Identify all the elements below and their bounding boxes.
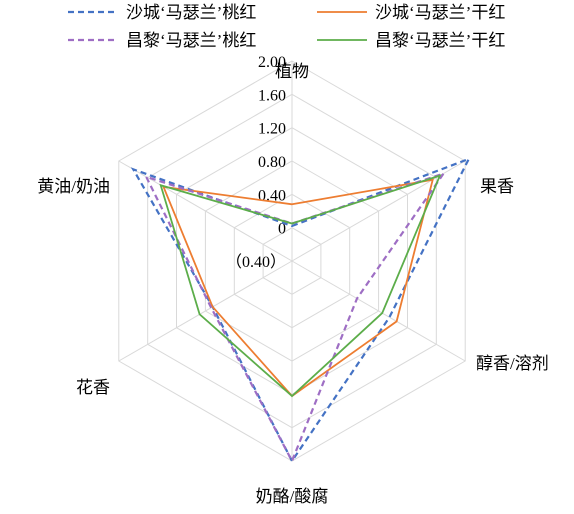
- grid: [118, 60, 466, 462]
- radial-tick-labels: 2.001.601.200.800.400（0.40）: [226, 54, 286, 271]
- tick-label: （0.40）: [226, 253, 286, 271]
- axis-label: 果香: [480, 177, 514, 196]
- axis-label: 奶酪/酸腐: [256, 487, 329, 506]
- series-line-3: [159, 174, 442, 398]
- legend-label-3: 昌黎‘马瑟兰’干红: [375, 31, 505, 50]
- tick-label: 1.60: [258, 87, 286, 104]
- legend-label-2: 昌黎‘马瑟兰’桃红: [126, 31, 256, 50]
- tick-label: 2.00: [258, 54, 286, 71]
- spoke-4: [118, 260, 293, 362]
- spoke-2: [291, 260, 466, 362]
- tick-label: 0: [278, 221, 286, 238]
- series-line-0: [130, 156, 472, 464]
- axis-label: 醇香/溶剂: [476, 354, 549, 373]
- tick-label: 1.20: [258, 121, 286, 138]
- axis-label: 花香: [76, 378, 110, 397]
- axis-label: 植物: [275, 62, 309, 81]
- tick-label: 0.80: [258, 154, 286, 171]
- axis-label: 黄油/奶油: [37, 177, 110, 196]
- series-lines: [130, 156, 472, 464]
- legend-label-0: 沙城‘马瑟兰’桃红: [126, 3, 256, 22]
- legend-label-1: 沙城‘马瑟兰’干红: [375, 3, 505, 22]
- series-line-2: [144, 171, 447, 464]
